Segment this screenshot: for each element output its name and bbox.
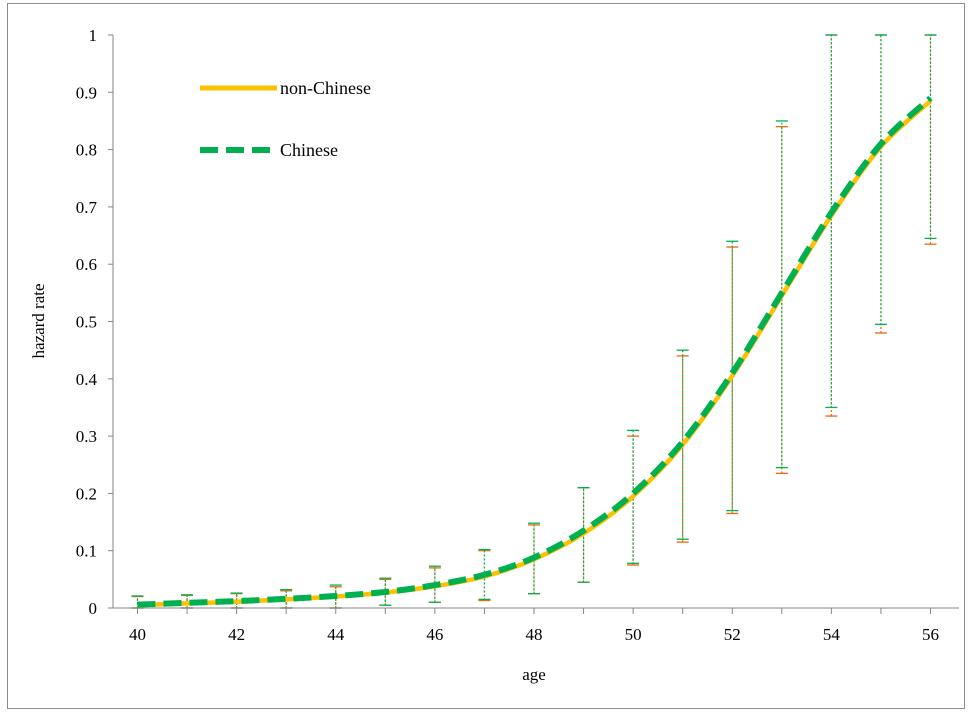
x-tick-label: 50 bbox=[625, 625, 642, 644]
y-tick-label: 0.6 bbox=[76, 255, 97, 274]
y-tick-label: 0.1 bbox=[76, 542, 97, 561]
x-tick-label: 48 bbox=[526, 625, 543, 644]
series-line-chinese bbox=[137, 95, 933, 608]
error-bars bbox=[131, 34, 937, 609]
y-axis-title: hazard rate bbox=[29, 283, 48, 358]
x-tick-label: 56 bbox=[922, 625, 939, 644]
legend-label-chinese: Chinese bbox=[280, 140, 338, 160]
x-tick-label: 40 bbox=[129, 625, 146, 644]
y-tick-label: 0.5 bbox=[76, 313, 97, 332]
x-tick-label: 42 bbox=[228, 625, 245, 644]
chart-frame bbox=[7, 3, 965, 709]
y-tick-label: 0.3 bbox=[76, 427, 97, 446]
x-tick-label: 44 bbox=[327, 625, 345, 644]
axes bbox=[108, 34, 959, 614]
y-tick-label: 0.2 bbox=[76, 484, 97, 503]
x-tick-label: 54 bbox=[823, 625, 841, 644]
legend-label-non-chinese: non-Chinese bbox=[280, 78, 371, 98]
x-tick-label: 46 bbox=[426, 625, 443, 644]
y-tick-label: 0.8 bbox=[76, 141, 97, 160]
x-axis-title: age bbox=[522, 665, 546, 684]
legend: non-Chinese Chinese bbox=[200, 78, 371, 160]
series-lines bbox=[137, 95, 933, 608]
y-tick-label: 0.4 bbox=[76, 370, 98, 389]
x-tick-label: 52 bbox=[724, 625, 741, 644]
y-tick-label: 1 bbox=[89, 26, 98, 45]
y-tick-label: 0 bbox=[89, 599, 98, 618]
y-tick-label: 0.9 bbox=[76, 83, 97, 102]
y-tick-label: 0.7 bbox=[76, 198, 98, 217]
tick-labels: 0 0.1 0.2 0.3 0.4 0.5 0.6 0.7 0.8 0.9 1 40 42 44 46 48 5… bbox=[76, 26, 939, 644]
